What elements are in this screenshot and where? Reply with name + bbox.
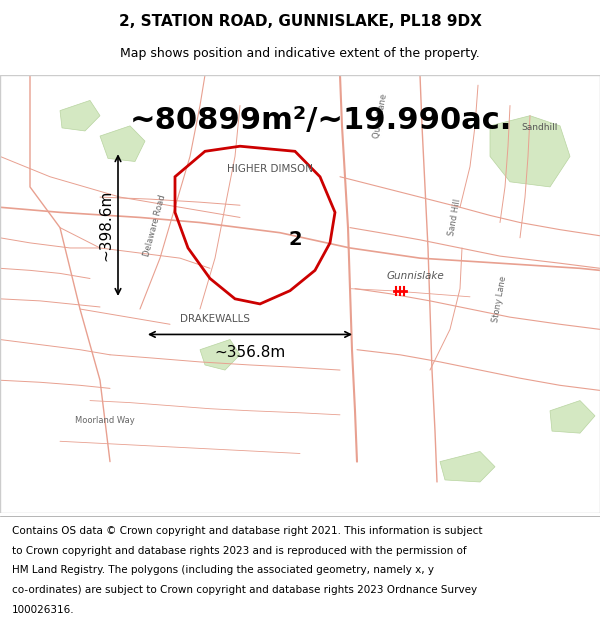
Polygon shape: [60, 101, 100, 131]
Polygon shape: [550, 401, 595, 433]
Text: ~80899m²/~19.990ac.: ~80899m²/~19.990ac.: [130, 106, 512, 134]
Text: Sand Hill: Sand Hill: [448, 198, 463, 237]
Text: Contains OS data © Crown copyright and database right 2021. This information is : Contains OS data © Crown copyright and d…: [12, 526, 482, 536]
Text: 100026316.: 100026316.: [12, 605, 74, 615]
Text: Delaware Road: Delaware Road: [142, 194, 167, 258]
Polygon shape: [200, 339, 240, 370]
Text: Moorland Way: Moorland Way: [75, 416, 135, 426]
Text: ~356.8m: ~356.8m: [214, 344, 286, 359]
Text: HM Land Registry. The polygons (including the associated geometry, namely x, y: HM Land Registry. The polygons (includin…: [12, 566, 434, 576]
Text: Sandhill: Sandhill: [522, 123, 558, 132]
Text: HIGHER DIMSON: HIGHER DIMSON: [227, 164, 313, 174]
Text: 2, STATION ROAD, GUNNISLAKE, PL18 9DX: 2, STATION ROAD, GUNNISLAKE, PL18 9DX: [119, 14, 481, 29]
Text: Gunnislake: Gunnislake: [386, 271, 444, 281]
Text: ~398.6m: ~398.6m: [98, 189, 113, 261]
Text: to Crown copyright and database rights 2023 and is reproduced with the permissio: to Crown copyright and database rights 2…: [12, 546, 467, 556]
Text: Map shows position and indicative extent of the property.: Map shows position and indicative extent…: [120, 48, 480, 61]
Text: Quay Lane: Quay Lane: [371, 92, 388, 139]
Text: DRAKEWALLS: DRAKEWALLS: [180, 314, 250, 324]
Text: co-ordinates) are subject to Crown copyright and database rights 2023 Ordnance S: co-ordinates) are subject to Crown copyr…: [12, 585, 477, 595]
Text: 2: 2: [288, 231, 302, 249]
Polygon shape: [490, 116, 570, 187]
Polygon shape: [100, 126, 145, 161]
Polygon shape: [440, 451, 495, 482]
Text: Stony Lane: Stony Lane: [491, 275, 509, 322]
